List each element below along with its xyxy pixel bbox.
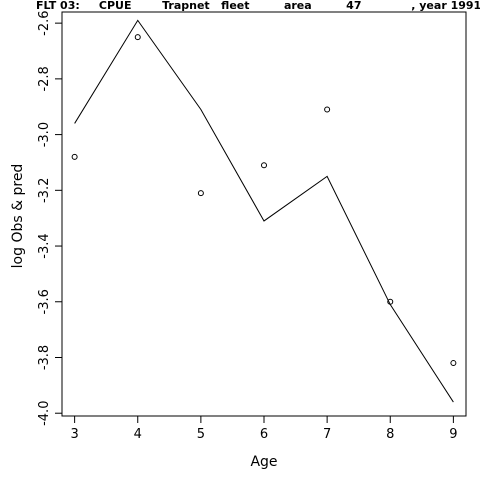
observed-point xyxy=(71,153,78,160)
observed-point xyxy=(450,360,457,367)
x-tick-label: 4 xyxy=(134,427,142,442)
x-axis: 3 4 5 6 7 8 9 xyxy=(70,416,458,442)
x-tick-label: 6 xyxy=(260,427,268,442)
y-tick-label: -3.6 xyxy=(37,289,52,314)
x-tick-label: 7 xyxy=(323,427,331,442)
y-axis-title: log Obs & pred xyxy=(10,164,26,269)
y-tick-label: -3.0 xyxy=(37,122,52,147)
y-tick-label: -3.4 xyxy=(37,233,52,258)
series-layer xyxy=(71,19,457,403)
y-tick-label: -4.0 xyxy=(37,401,52,426)
x-axis-title: Age xyxy=(250,454,277,470)
plot-frame xyxy=(61,11,467,417)
predicted-line xyxy=(74,19,454,403)
x-tick-label: 5 xyxy=(197,427,205,442)
y-tick-label: -3.8 xyxy=(37,345,52,370)
observed-point xyxy=(134,34,141,41)
observed-point xyxy=(387,298,394,305)
y-tick-label: -2.6 xyxy=(37,10,52,35)
x-tick-label: 8 xyxy=(386,427,394,442)
x-tick-label: 3 xyxy=(70,427,78,442)
x-tick-label: 9 xyxy=(449,427,457,442)
observed-point xyxy=(324,106,331,113)
y-tick-label: -3.2 xyxy=(37,178,52,203)
y-axis: -4.0 -3.8 -3.6 -3.4 -3.2 -3.0 -2.8 -2.6 xyxy=(37,10,62,426)
y-tick-label: -2.8 xyxy=(37,66,52,91)
observed-point xyxy=(197,190,204,197)
chart-title: FLT 03: CPUE Trapnet fleet area 47 , yea… xyxy=(36,0,480,12)
observed-point xyxy=(261,162,267,169)
